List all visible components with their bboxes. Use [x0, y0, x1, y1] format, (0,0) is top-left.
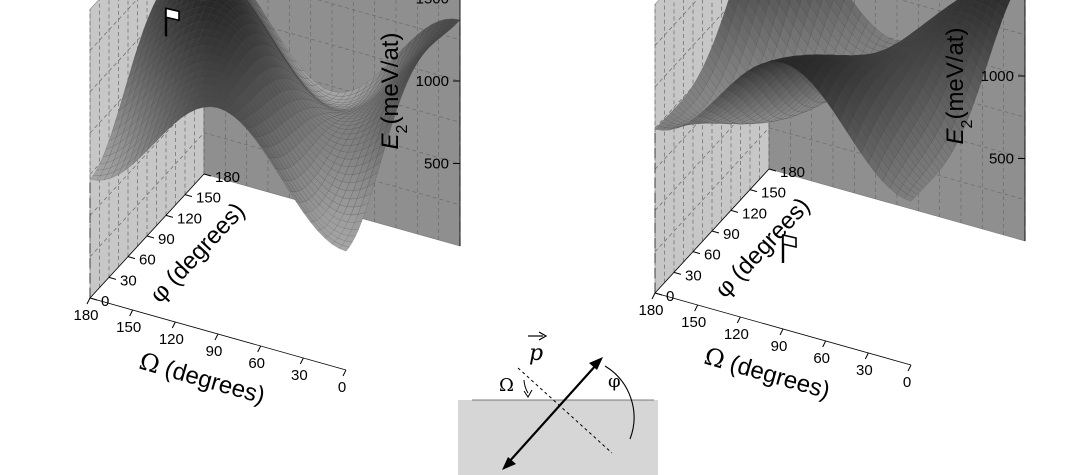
phi-tick-mark [654, 292, 663, 296]
omega-tick-mark [342, 369, 347, 377]
omega-tick-label: 120 [159, 331, 184, 348]
z-tick-label: 1500 [981, 0, 1014, 3]
phi-tick-label: 0 [666, 288, 674, 305]
surface [89, 0, 461, 252]
phi-axis-line [89, 173, 205, 299]
flag-cloth [782, 233, 797, 249]
phi-tick-label: 120 [742, 205, 767, 222]
phi-tick-label: 60 [704, 247, 721, 264]
flag-marker-icon [164, 7, 180, 37]
phi-tick-mark [711, 230, 720, 234]
z-axis-label: E2(meV/at) [377, 33, 411, 150]
phi-tick-label: 30 [685, 267, 702, 284]
phi-tick-label: 90 [723, 226, 740, 243]
phi-tick-mark [768, 168, 777, 172]
omega-tick-mark [214, 333, 219, 341]
phi-tick-label: 180 [215, 169, 240, 186]
omega-tick-label: 30 [856, 362, 873, 379]
omega-arrow-icon [523, 389, 533, 398]
phi-tick-label: 0 [101, 293, 109, 310]
grid-line [654, 127, 1026, 253]
phi-tick-mark [730, 209, 739, 213]
omega-tick-label: 60 [248, 355, 265, 372]
omega-tick-mark [257, 345, 262, 353]
phi-axis-line [654, 168, 770, 294]
phi-tick-mark [692, 251, 701, 255]
surface-patch [1005, 0, 1011, 3]
omega-tick-mark [736, 316, 741, 324]
arrowhead-up-icon [589, 357, 603, 370]
phi-tick-mark [673, 271, 682, 275]
omega-tick-mark [907, 364, 912, 372]
omega-axis-line [89, 297, 347, 371]
phi-tick-label: 90 [158, 231, 175, 248]
omega-tick-mark [779, 328, 784, 336]
flag-cloth [165, 7, 180, 22]
vector-arrow-icon [538, 331, 548, 341]
geometry-inset: p φ Ω [458, 331, 658, 475]
phi-tick-mark [184, 194, 193, 198]
omega-tick-label: 60 [813, 350, 830, 367]
omega-tick-label: 90 [771, 338, 788, 355]
omega-tick-label: 30 [291, 367, 308, 384]
omega-tick-mark [129, 309, 134, 317]
phi-tick-mark [89, 297, 98, 301]
omega-tick-mark [864, 352, 869, 360]
phi-tick-label: 180 [780, 164, 805, 181]
omega-tick-label: 150 [681, 314, 706, 331]
momentum-vector [507, 363, 598, 464]
omega-tick-label: 0 [338, 379, 346, 396]
z-tick-label: 1000 [416, 73, 449, 90]
omega-tick-mark [86, 297, 91, 305]
phi-tick-mark [203, 173, 212, 177]
sample-surface [458, 400, 658, 475]
omega-tick-label: 180 [73, 307, 98, 324]
phi-tick-mark [749, 189, 758, 193]
z-tick-label: 500 [424, 156, 449, 173]
omega-angle-arc [523, 379, 529, 394]
omega-axis-line [654, 292, 912, 366]
phi-tick-label: 150 [196, 190, 221, 207]
omega-tick-mark [651, 292, 656, 300]
omega-angle-label: Ω [499, 375, 514, 396]
z-tick-label: 1000 [981, 68, 1014, 85]
omega-tick-label: 180 [638, 302, 663, 319]
surface [654, 0, 1011, 202]
omega-tick-mark [299, 357, 304, 365]
phi-tick-label: 60 [139, 252, 156, 269]
omega-tick-label: 120 [724, 326, 749, 343]
surface-plot-left: 5001000150003060901201501800306090120150… [73, 0, 461, 410]
phi-tick-mark [165, 214, 174, 218]
phi-tick-mark [127, 256, 136, 260]
omega-tick-label: 0 [903, 374, 911, 391]
omega-tick-label: 90 [206, 343, 223, 360]
omega-tick-mark [822, 340, 827, 348]
z-tick-label: 500 [989, 151, 1014, 168]
flag-marker-icon [781, 233, 797, 263]
phi-tick-label: 120 [177, 210, 202, 227]
arrowhead-down-icon [502, 457, 516, 470]
omega-tick-mark [171, 321, 176, 329]
phi-angle-arc [604, 365, 635, 440]
omega-tick-label: 150 [116, 319, 141, 336]
z-axis-label: E2(meV/at) [942, 28, 976, 145]
vector-label: p [529, 341, 543, 366]
phi-tick-label: 30 [120, 272, 137, 289]
z-tick-label: 1500 [416, 0, 449, 8]
surface-patch [903, 194, 915, 202]
omega-tick-mark [694, 304, 699, 312]
surface-patch [338, 245, 350, 252]
phi-tick-mark [146, 235, 155, 239]
phi-tick-mark [108, 276, 117, 280]
surface-plot-right: 5001000150003060901201501800306090120150… [638, 0, 1026, 405]
phi-angle-label: φ [608, 371, 621, 392]
phi-tick-label: 150 [761, 185, 786, 202]
